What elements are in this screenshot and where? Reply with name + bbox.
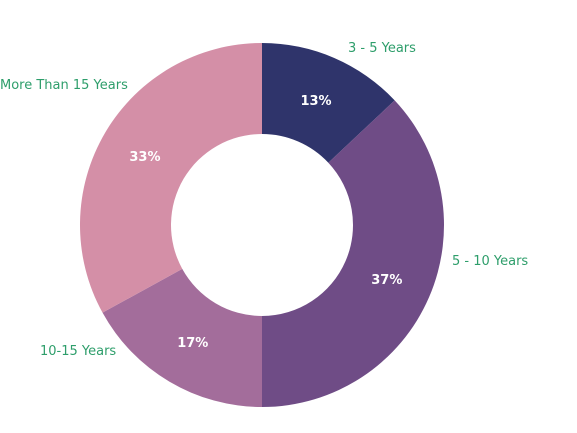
category-labels: 3 - 5 Years 5 - 10 Years 10-15 Years More T… [0,41,528,359]
value-label: 33% [129,150,160,165]
value-labels: 13% 37% 17% 33% [129,94,402,351]
slice-5-10-years [262,100,445,408]
slice-10-15-years [102,268,263,407]
slice-3-5-years [262,43,395,163]
value-label: 37% [371,273,402,288]
category-label: 3 - 5 Years [348,41,416,56]
category-label: 10-15 Years [40,344,116,359]
category-label: More Than 15 Years [0,78,128,93]
value-label: 13% [300,94,331,109]
donut-slices [79,43,445,408]
value-label: 17% [177,336,208,351]
slice-more-than-15-years [79,43,262,313]
category-label: 5 - 10 Years [452,254,528,269]
